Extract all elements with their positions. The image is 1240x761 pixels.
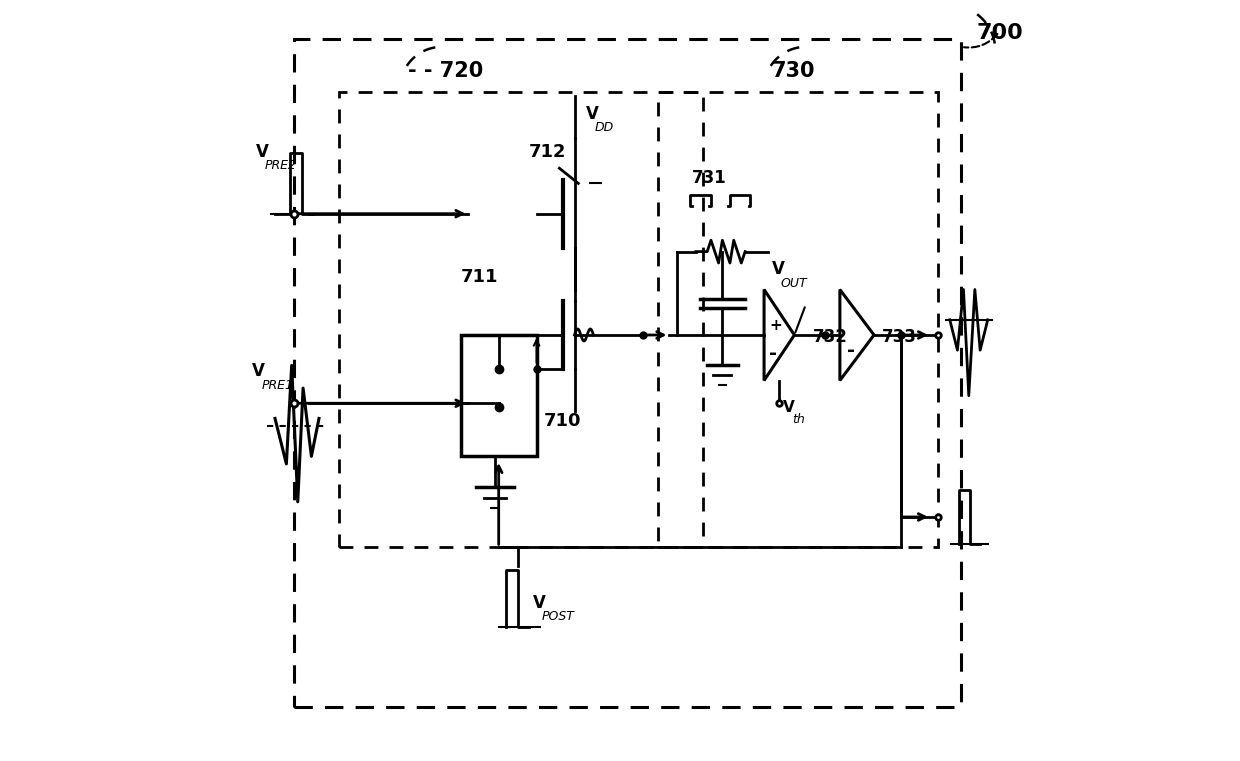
Text: 700: 700: [976, 23, 1023, 43]
Text: POST: POST: [542, 610, 575, 623]
Text: 712: 712: [529, 142, 567, 161]
Bar: [461, 335, 537, 457]
Text: - - 720: - - 720: [408, 61, 482, 81]
Text: DD: DD: [595, 121, 614, 134]
Text: -: -: [847, 341, 856, 360]
Text: 731: 731: [692, 169, 727, 187]
Text: V: V: [585, 105, 599, 123]
Text: 732: 732: [813, 329, 848, 346]
Text: V: V: [533, 594, 546, 612]
Text: V: V: [255, 142, 269, 161]
Text: V: V: [252, 362, 265, 380]
Text: th: th: [792, 413, 805, 426]
Text: OUT: OUT: [781, 276, 807, 289]
Text: -: -: [769, 345, 777, 364]
Text: PRE2: PRE2: [265, 159, 298, 172]
Text: 730: 730: [771, 61, 815, 81]
Text: 733: 733: [882, 329, 916, 346]
Text: +: +: [769, 317, 782, 333]
Text: V: V: [771, 260, 785, 278]
Text: 710: 710: [544, 412, 582, 430]
Text: V: V: [782, 400, 795, 415]
Text: 711: 711: [461, 268, 498, 285]
Text: PRE1: PRE1: [262, 379, 294, 392]
